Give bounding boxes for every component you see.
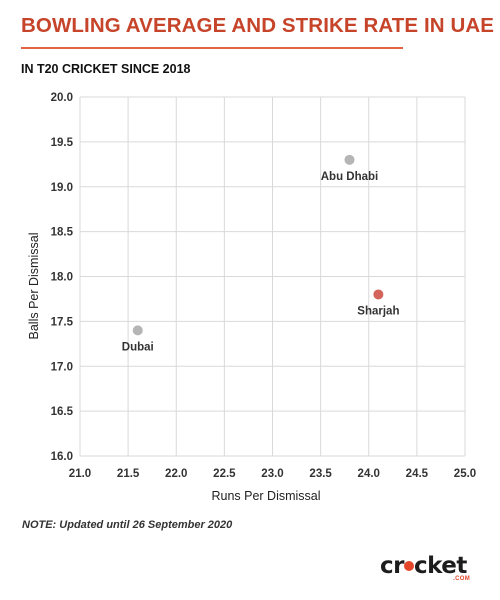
y-tick-label: 19.5 — [51, 137, 74, 149]
y-tick-label: 19.0 — [51, 182, 73, 194]
data-point-label: Sharjah — [357, 305, 399, 317]
x-tick-label: 25.0 — [454, 468, 476, 480]
x-tick-label: 24.5 — [406, 468, 429, 480]
y-tick-labels: 16.0 16.5 17.0 17.5 18.0 18.5 19.0 19.5 20.0 — [51, 92, 74, 463]
x-tick-label: 23.0 — [261, 468, 283, 480]
data-point-label: Abu Dhabi — [321, 171, 379, 183]
logo-wordmark: cr cket — [380, 553, 467, 579]
y-tick-label: 17.0 — [51, 361, 73, 373]
data-point — [344, 154, 355, 165]
chart-grid — [79, 96, 466, 457]
title-underline — [21, 47, 403, 49]
data-points: Abu Dhabi Sharjah Dubai — [122, 154, 399, 353]
y-tick-label: 17.5 — [51, 316, 74, 328]
x-tick-labels: 21.0 21.5 22.0 22.5 23.0 23.5 24.0 24.5 25.0 — [69, 468, 476, 480]
logo-suffix: .COM — [453, 576, 470, 582]
x-tick-label: 23.5 — [309, 468, 332, 480]
logo-ball-icon — [403, 561, 414, 571]
y-tick-label: 20.0 — [51, 92, 73, 104]
chart-title: BOWLING AVERAGE AND STRIKE RATE IN UAE — [21, 14, 495, 37]
y-tick-label: 16.5 — [51, 406, 74, 418]
data-point — [132, 325, 143, 336]
y-tick-label: 18.0 — [51, 272, 73, 284]
y-tick-label: 18.5 — [51, 227, 74, 239]
y-axis-label: Balls Per Dismissal — [27, 233, 41, 340]
brand-logo: cr cket .COM — [380, 554, 472, 586]
x-tick-label: 21.0 — [69, 468, 91, 480]
x-tick-label: 24.0 — [358, 468, 380, 480]
data-point — [373, 289, 384, 300]
x-axis-label: Runs Per Dismissal — [211, 489, 320, 503]
y-tick-label: 16.0 — [51, 451, 73, 463]
footnote: NOTE: Updated until 26 September 2020 — [22, 519, 233, 531]
data-point-label: Dubai — [122, 341, 154, 353]
x-tick-label: 22.5 — [213, 468, 236, 480]
x-tick-label: 21.5 — [117, 468, 140, 480]
chart-subtitle: IN T20 CRICKET SINCE 2018 — [21, 62, 191, 76]
x-tick-label: 22.0 — [165, 468, 187, 480]
